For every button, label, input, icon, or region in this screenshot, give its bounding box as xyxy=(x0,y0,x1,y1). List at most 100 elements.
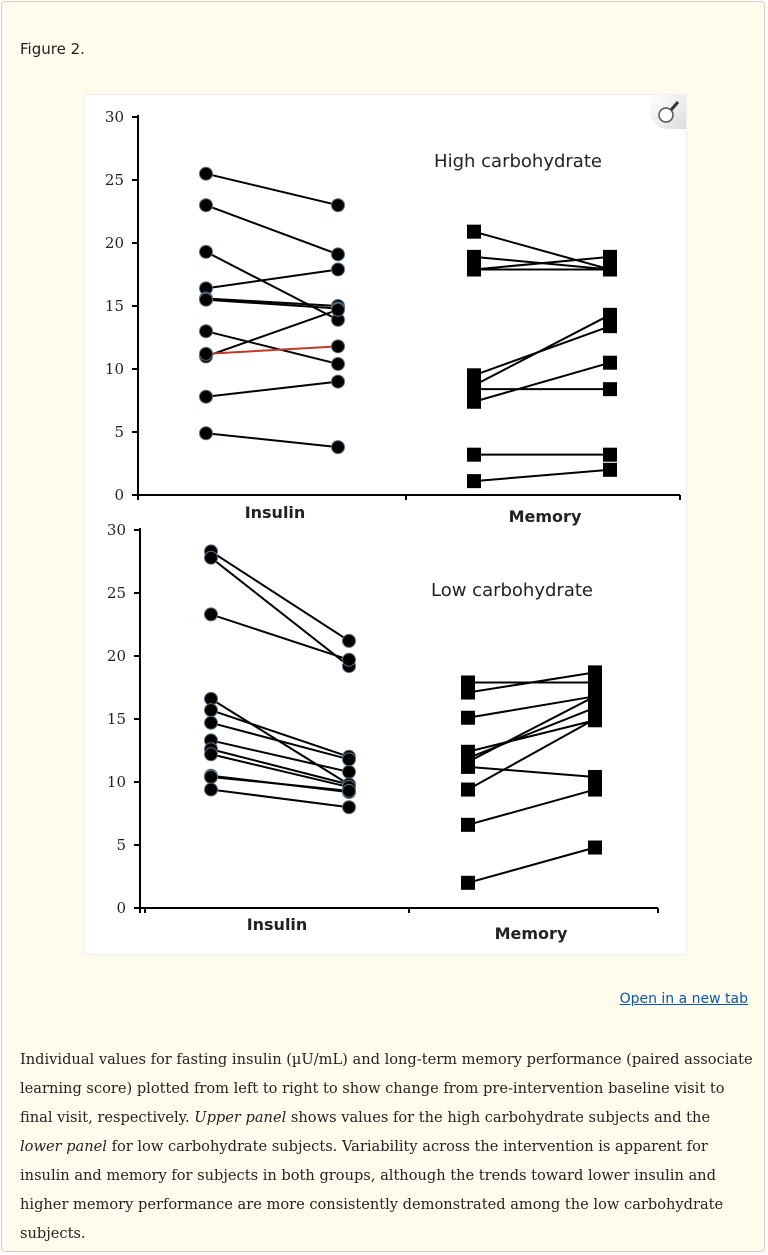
memory-final-point xyxy=(603,307,617,322)
memory-subject-line xyxy=(473,468,611,483)
y-tick-label: 5 xyxy=(116,836,126,854)
insulin-final-point xyxy=(331,198,345,213)
memory-subject-line xyxy=(473,313,611,387)
memory-baseline-point xyxy=(467,394,481,409)
insulin-subject-line xyxy=(205,308,339,358)
memory-final-point xyxy=(603,355,617,370)
memory-subject-line xyxy=(467,671,596,694)
insulin-final-point xyxy=(331,262,345,277)
memory-final-point xyxy=(603,249,617,264)
figure-image[interactable]: 0 5 10 15 20 25 30 Insulin Memory High carbohydra… xyxy=(84,94,687,955)
memory-final-point xyxy=(603,319,617,334)
memory-final-point xyxy=(603,447,617,462)
open-in-new-tab-link[interactable]: Open in a new tab xyxy=(619,991,748,1007)
insulin-baseline-point xyxy=(204,550,218,565)
y-tick-label: 10 xyxy=(107,773,126,791)
memory-subject-line xyxy=(467,706,596,759)
caption-text: shows values for the high carbohydrate s… xyxy=(286,1109,711,1126)
insulin-final-point xyxy=(342,633,356,648)
chart-svg: 0 5 10 15 20 25 30 Insulin Memory High carbohydra… xyxy=(105,108,681,943)
insulin-final-point xyxy=(331,356,345,371)
memory-final-point xyxy=(603,462,617,477)
caption-text: Individual values for fasting insulin (µ… xyxy=(20,1051,753,1126)
panel-title: Low carbohydrate xyxy=(431,580,593,601)
insulin-subject-line xyxy=(210,775,350,792)
memory-final-point xyxy=(588,840,602,855)
insulin-subject-line xyxy=(205,330,339,365)
memory-baseline-point xyxy=(461,817,475,832)
memory-final-point xyxy=(603,262,617,277)
insulin-baseline-point xyxy=(199,346,213,361)
insulin-final-point xyxy=(331,339,345,354)
x-category-label: Insulin xyxy=(245,503,306,522)
insulin-subject-line xyxy=(210,748,350,786)
y-tick-label: 15 xyxy=(107,710,126,728)
y-tick-label: 15 xyxy=(105,297,124,315)
memory-baseline-point xyxy=(467,382,481,397)
insulin-subject-line xyxy=(205,380,339,398)
magnifier-icon[interactable] xyxy=(650,95,686,129)
y-tick-label: 0 xyxy=(116,899,126,917)
insulin-baseline-point xyxy=(199,292,213,307)
memory-baseline-point xyxy=(461,875,475,890)
memory-final-point xyxy=(588,700,602,715)
insulin-final-point xyxy=(342,764,356,779)
figure-title: Figure 2. xyxy=(20,40,85,58)
insulin-subject-line xyxy=(205,297,339,307)
insulin-subject-line xyxy=(205,204,339,256)
memory-baseline-point xyxy=(461,685,475,700)
insulin-subject-line xyxy=(205,172,339,207)
x-category-label: Memory xyxy=(509,507,582,526)
x-category-label: Memory xyxy=(495,924,568,943)
insulin-baseline-point xyxy=(199,166,213,181)
memory-baseline-point xyxy=(467,474,481,489)
insulin-subject-line xyxy=(210,721,350,761)
insulin-final-point xyxy=(331,374,345,389)
memory-baseline-point xyxy=(461,782,475,797)
memory-subject-line xyxy=(467,788,596,826)
caption-lower-panel: lower panel xyxy=(20,1138,107,1155)
insulin-baseline-point xyxy=(204,769,218,784)
insulin-baseline-point xyxy=(199,426,213,441)
memory-subject-line xyxy=(467,719,596,753)
y-tick-label: 25 xyxy=(105,171,124,189)
memory-final-point xyxy=(588,782,602,797)
insulin-subject-line xyxy=(210,709,350,758)
memory-baseline-point xyxy=(461,759,475,774)
memory-subject-line xyxy=(467,765,596,778)
memory-baseline-point xyxy=(467,224,481,239)
insulin-final-point xyxy=(342,783,356,798)
insulin-subject-line xyxy=(205,432,339,449)
y-tick-label: 20 xyxy=(107,647,126,665)
panel-title: High carbohydrate xyxy=(434,151,602,172)
insulin-baseline-point xyxy=(204,715,218,730)
y-tick-label: 30 xyxy=(105,108,124,126)
y-tick-label: 10 xyxy=(105,360,124,378)
memory-subject-line xyxy=(473,361,611,403)
memory-baseline-point xyxy=(461,710,475,725)
insulin-subject-line xyxy=(210,556,350,667)
y-tick-label: 5 xyxy=(114,423,124,441)
memory-subject-line xyxy=(467,695,596,763)
insulin-subject-line xyxy=(210,753,350,789)
memory-baseline-point xyxy=(467,262,481,277)
insulin-final-point xyxy=(342,752,356,767)
insulin-subject-line xyxy=(210,788,350,809)
insulin-subject-line xyxy=(205,268,339,290)
insulin-subject-line xyxy=(205,298,339,310)
y-tick-label: 20 xyxy=(105,234,124,252)
insulin-baseline-point xyxy=(199,324,213,339)
memory-baseline-point xyxy=(467,249,481,264)
insulin-subject-line xyxy=(205,345,339,355)
y-tick-label: 25 xyxy=(107,584,126,602)
insulin-subject-line xyxy=(210,739,350,773)
caption-upper-panel: Upper panel xyxy=(194,1109,287,1126)
insulin-baseline-point xyxy=(204,607,218,622)
caption-text: for low carbohydrate subjects. Variabili… xyxy=(20,1138,724,1242)
memory-subject-line xyxy=(467,718,596,791)
y-tick-label: 0 xyxy=(114,486,124,504)
insulin-subject-line xyxy=(205,250,339,321)
insulin-final-point xyxy=(331,440,345,455)
memory-subject-line xyxy=(467,695,596,719)
